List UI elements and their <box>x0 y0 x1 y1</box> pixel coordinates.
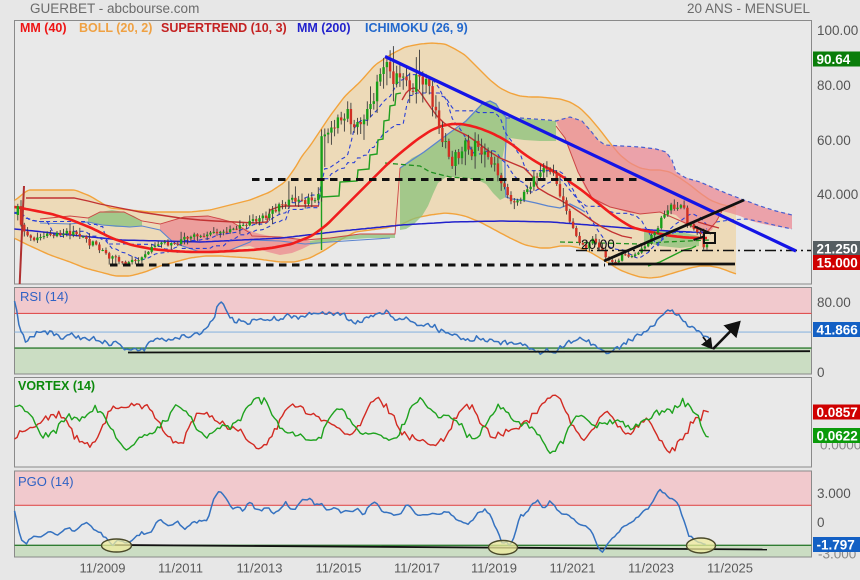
svg-text:11/2019: 11/2019 <box>471 561 517 576</box>
svg-text:21.250: 21.250 <box>817 241 858 256</box>
svg-text:11/2009: 11/2009 <box>79 561 125 576</box>
svg-text:11/2023: 11/2023 <box>628 561 674 576</box>
svg-text:80.00: 80.00 <box>817 78 851 93</box>
svg-text:0: 0 <box>817 515 825 530</box>
svg-text:15.000: 15.000 <box>817 255 858 270</box>
svg-text:20 ANS - MENSUEL: 20 ANS - MENSUEL <box>687 1 811 16</box>
svg-text:80.00: 80.00 <box>817 295 851 310</box>
svg-text:RSI (14): RSI (14) <box>20 289 68 304</box>
svg-text:ICHIMOKU (26, 9): ICHIMOKU (26, 9) <box>365 21 468 35</box>
svg-text:41.866: 41.866 <box>817 322 859 337</box>
svg-text:GUERBET - abcbourse.com: GUERBET - abcbourse.com <box>30 1 199 16</box>
svg-text:PGO (14): PGO (14) <box>18 474 74 489</box>
svg-text:VORTEX (14): VORTEX (14) <box>18 379 95 393</box>
svg-text:20,00: 20,00 <box>581 237 615 252</box>
svg-text:11/2011: 11/2011 <box>158 561 203 576</box>
svg-text:0.0857: 0.0857 <box>817 405 858 420</box>
svg-text:-1.797: -1.797 <box>817 537 855 552</box>
svg-text:11/2013: 11/2013 <box>236 561 282 576</box>
svg-text:MM (200): MM (200) <box>297 21 350 35</box>
svg-text:11/2017: 11/2017 <box>394 561 440 576</box>
svg-text:100.00: 100.00 <box>817 23 858 38</box>
svg-text:MM (40): MM (40) <box>20 21 67 35</box>
svg-text:90.64: 90.64 <box>817 52 851 67</box>
svg-text:11/2021: 11/2021 <box>549 561 595 576</box>
svg-text:11/2025: 11/2025 <box>707 561 753 576</box>
svg-text:0.0622: 0.0622 <box>817 428 858 443</box>
svg-text:SUPERTREND (10, 3): SUPERTREND (10, 3) <box>161 21 287 35</box>
svg-text:60.00: 60.00 <box>817 133 851 148</box>
svg-text:0: 0 <box>817 365 825 380</box>
svg-text:3.000: 3.000 <box>817 486 851 501</box>
svg-text:11/2015: 11/2015 <box>315 561 361 576</box>
svg-text:40.000: 40.000 <box>817 187 858 202</box>
svg-text:BOLL (20, 2): BOLL (20, 2) <box>79 21 152 35</box>
